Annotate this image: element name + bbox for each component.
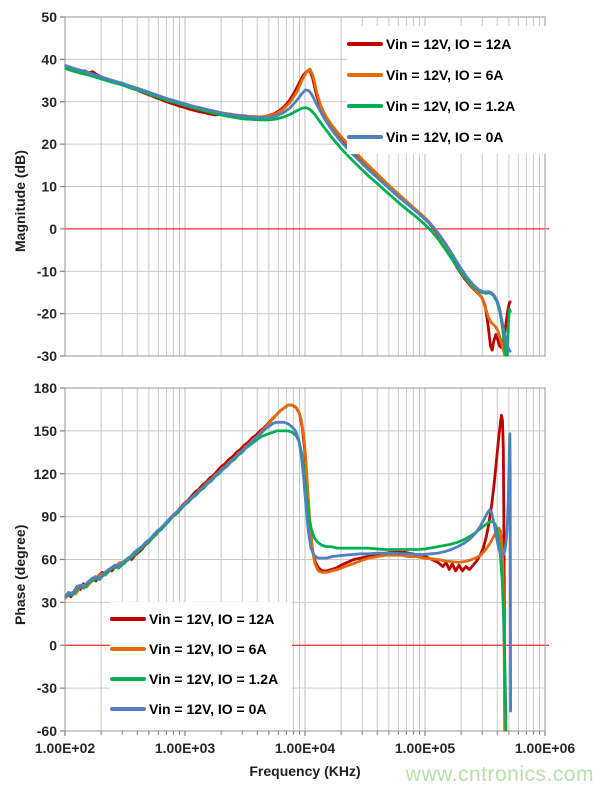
legend-item: Vin = 12V, IO = 6A <box>347 59 548 90</box>
series-group <box>64 63 512 357</box>
legend-line-swatch <box>110 617 146 621</box>
y-tick-labels: 50 40 30 20 10 0 -10 -20 -30 <box>37 9 57 364</box>
axis-ticks <box>60 387 546 736</box>
y-tick-label: -10 <box>37 263 57 279</box>
legend-item: Vin = 12V, IO = 0A <box>347 121 548 152</box>
legend-label: Vin = 12V, IO = 0A <box>149 701 267 717</box>
legend-line-swatch <box>347 41 383 46</box>
x-tick-label: 1.00E+03 <box>155 740 216 756</box>
legend-line-swatch <box>110 677 146 681</box>
y-tick-label: 0 <box>49 221 57 237</box>
legend-line-swatch <box>110 707 146 711</box>
y-tick-label: 10 <box>41 179 57 195</box>
y-tick-label: 50 <box>41 9 57 25</box>
legend-label: Vin = 12V, IO = 0A <box>386 128 504 145</box>
legend-label: Vin = 12V, IO = 6A <box>149 641 267 657</box>
series-line-vin-12v-io-0a <box>64 63 512 353</box>
legend-label: Vin = 12V, IO = 12A <box>149 611 275 627</box>
legend-item: Vin = 12V, IO = 6A <box>110 634 292 664</box>
y-tick-label: -30 <box>37 680 57 696</box>
x-tick-label: 1.00E+04 <box>275 740 336 756</box>
x-tick-label: 1.00E+06 <box>515 740 576 756</box>
y-tick-label: 90 <box>41 509 57 525</box>
series-line-vin-12v-io-0a <box>64 420 512 713</box>
y-tick-label: -30 <box>37 348 57 364</box>
y-tick-label: 150 <box>34 423 58 439</box>
y-tick-label: 30 <box>41 94 57 110</box>
magnitude-axis-title: Magnitude (dB) <box>12 150 28 252</box>
legend-item: Vin = 12V, IO = 1.2A <box>347 90 548 121</box>
phase-legend: Vin = 12V, IO = 12A Vin = 12V, IO = 6A V… <box>110 602 292 730</box>
y-tick-label: 30 <box>41 594 57 610</box>
legend-item: Vin = 12V, IO = 12A <box>110 604 292 634</box>
legend-line-swatch <box>347 134 383 139</box>
legend-label: Vin = 12V, IO = 1.2A <box>149 671 279 687</box>
legend-label: Vin = 12V, IO = 1.2A <box>386 97 516 114</box>
x-tick-label: 1.00E+05 <box>395 740 456 756</box>
y-tick-label: 40 <box>41 51 57 67</box>
legend-label: Vin = 12V, IO = 6A <box>386 66 504 83</box>
y-tick-label: 180 <box>34 380 58 396</box>
legend-line-swatch <box>347 103 383 108</box>
y-tick-labels: 180 150 120 90 60 30 0 -30 -60 <box>34 380 58 739</box>
axis-ticks <box>60 16 65 357</box>
legend-item: Vin = 12V, IO = 12A <box>347 28 548 59</box>
y-tick-label: 120 <box>34 466 58 482</box>
legend-label: Vin = 12V, IO = 12A <box>386 35 512 52</box>
phase-axis-title: Phase (degree) <box>12 524 28 625</box>
y-tick-label: 60 <box>41 552 57 568</box>
legend-line-swatch <box>347 72 383 77</box>
y-tick-label: 20 <box>41 136 57 152</box>
legend-item: Vin = 12V, IO = 0A <box>110 694 292 724</box>
y-tick-label: 0 <box>49 637 57 653</box>
series-group <box>64 403 512 732</box>
legend-item: Vin = 12V, IO = 1.2A <box>110 664 292 694</box>
x-tick-label: 1.00E+02 <box>35 740 96 756</box>
watermark: www.cntronics.com <box>405 763 594 786</box>
y-tick-label: -20 <box>37 306 57 322</box>
frequency-axis-title: Frequency (KHz) <box>249 763 361 779</box>
magnitude-legend: Vin = 12V, IO = 12A Vin = 12V, IO = 6A V… <box>347 26 548 154</box>
legend-line-swatch <box>110 647 146 651</box>
y-tick-label: -60 <box>37 723 57 739</box>
